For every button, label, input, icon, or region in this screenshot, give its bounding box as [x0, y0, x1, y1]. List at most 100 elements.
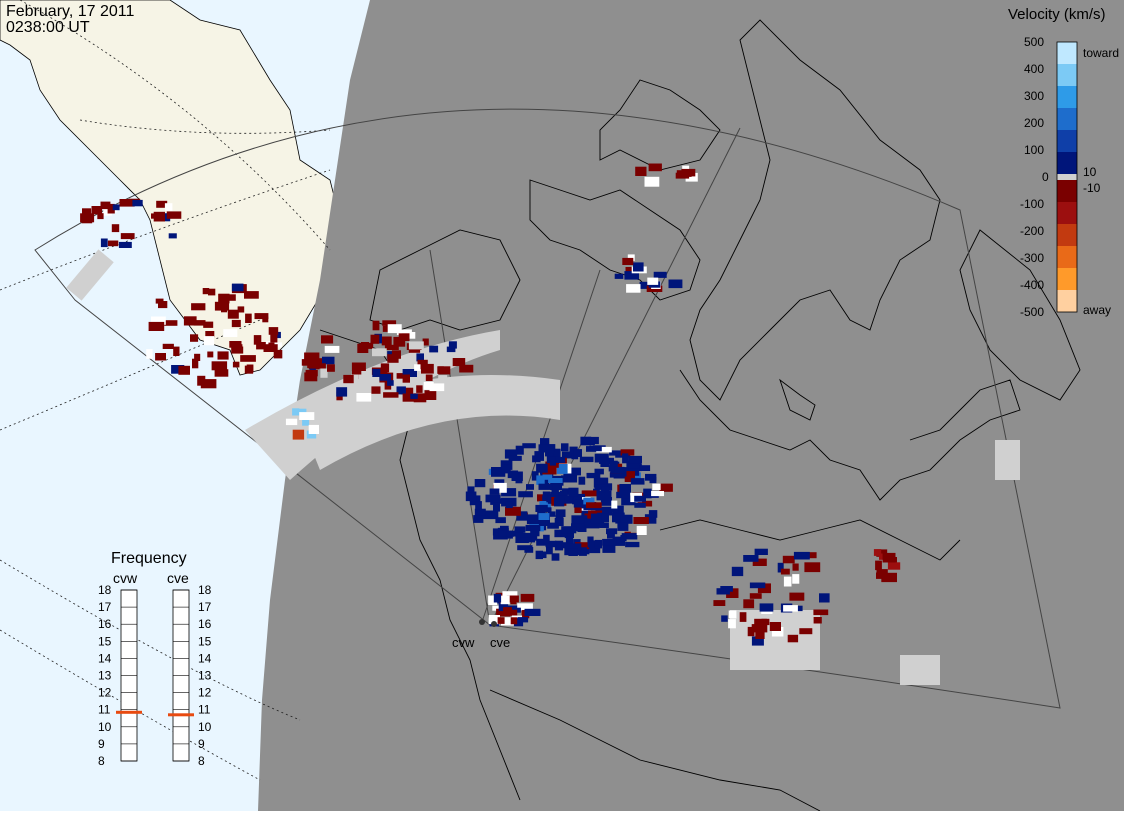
scatter-cell — [485, 494, 501, 503]
scatter-cell — [518, 491, 533, 498]
scatter-cell — [324, 345, 340, 353]
scatter-cell — [754, 548, 768, 555]
cb-tick-m10: -10 — [1083, 181, 1101, 195]
scatter-cell — [607, 507, 619, 513]
scatter-cell — [164, 203, 173, 211]
scatter-cell — [743, 555, 759, 562]
scatter-cell — [398, 333, 410, 341]
freq-label-right: 18 — [198, 583, 212, 597]
freq-label-left: 17 — [98, 600, 112, 614]
scatter-cell — [522, 532, 538, 541]
scatter-cell — [565, 543, 582, 551]
scatter-cell — [783, 605, 798, 612]
scatter-cell — [626, 471, 635, 480]
scatter-cell — [612, 512, 625, 523]
scatter-cell — [192, 358, 199, 369]
scatter-cell — [546, 546, 553, 555]
scatter-cell — [813, 609, 829, 616]
scatter-cell — [783, 576, 792, 587]
scatter-cell — [422, 338, 429, 346]
freq-label-left: 18 — [98, 583, 112, 597]
scatter-cell — [498, 530, 514, 537]
scatter-cell — [648, 163, 662, 172]
colorbar-segment — [1057, 42, 1077, 64]
scatter-cell — [561, 451, 574, 459]
scatter-cell — [574, 507, 582, 513]
scatter-cell — [488, 595, 498, 605]
scatter-cell — [550, 481, 562, 491]
scatter-cell — [793, 551, 810, 560]
scatter-cell — [505, 501, 513, 509]
scatter-cell — [111, 224, 120, 233]
scatter-cell — [107, 240, 119, 247]
scatter-cell — [237, 306, 245, 313]
scatter-cell — [190, 334, 199, 342]
scatter-cell — [607, 528, 615, 539]
scatter-cell — [501, 617, 516, 626]
scatter-cell — [573, 493, 585, 501]
cb-tick-10: 10 — [1083, 165, 1097, 179]
freq-label-left: 10 — [98, 720, 112, 734]
scatter-cell — [554, 529, 568, 538]
scatter-cell — [573, 449, 582, 457]
scatter-cell — [217, 351, 229, 360]
scatter-cell — [620, 514, 633, 524]
freq-label-right: 13 — [198, 669, 212, 683]
date-label: February, 17 2011 — [6, 3, 135, 20]
scatter-cell — [584, 513, 598, 519]
scatter-cell — [554, 540, 564, 551]
scatter-cell — [194, 353, 201, 361]
scatter-cell — [505, 506, 521, 516]
radar-site-cvw — [479, 619, 485, 625]
scatter-cell — [633, 517, 649, 524]
scatter-cell — [156, 200, 168, 208]
scatter-cell — [819, 593, 830, 603]
freq-label-left: 9 — [98, 737, 105, 751]
scatter-cell — [429, 345, 439, 353]
scatter-cell — [292, 408, 307, 416]
scatter-cell — [383, 392, 399, 398]
scatter-cell — [589, 545, 601, 554]
scatter-cell — [551, 553, 560, 561]
scatter-cell — [100, 238, 108, 248]
scatter-cell — [882, 552, 896, 563]
freq-label-right: 11 — [198, 703, 211, 717]
scatter-cell — [545, 450, 554, 457]
freq-label-right: 10 — [198, 720, 212, 734]
scatter-cell — [713, 600, 726, 606]
freq-label-right: 8 — [198, 754, 205, 768]
scatter-cell — [594, 468, 604, 475]
scatter-cell — [561, 526, 577, 534]
scatter-cell — [813, 617, 822, 624]
scatter-cell — [685, 172, 698, 182]
scatter-cell — [497, 617, 505, 624]
scatter-cell — [381, 336, 392, 346]
scatter-cell — [635, 166, 647, 176]
scatter-cell — [624, 271, 639, 280]
scatter-cell — [536, 463, 548, 473]
scatter-cell — [240, 355, 256, 362]
scatter-cell — [517, 545, 533, 551]
scatter-cell — [118, 241, 132, 248]
scatter-cell — [492, 528, 503, 536]
scatter-cell — [132, 199, 143, 207]
scatter-cell — [524, 608, 541, 616]
scatter-cell — [221, 304, 228, 313]
scatter-cell — [493, 593, 502, 603]
scatter-cell — [502, 591, 518, 599]
cb-tick-400: 400 — [1024, 62, 1044, 76]
scatter-cell — [621, 495, 636, 506]
scatter-cell — [568, 548, 578, 556]
scatter-cell — [510, 617, 518, 625]
scatter-cell — [526, 484, 534, 490]
scatter-cell — [625, 267, 632, 275]
scatter-cell — [538, 516, 550, 526]
scatter-cell — [682, 165, 690, 172]
scatter-cell — [391, 350, 401, 359]
colorbar-segment — [1057, 202, 1077, 224]
radar-label-cvw: cvw — [452, 635, 475, 650]
scatter-cell — [421, 363, 434, 374]
scatter-cell — [517, 603, 533, 611]
scatter-cell — [246, 364, 254, 373]
